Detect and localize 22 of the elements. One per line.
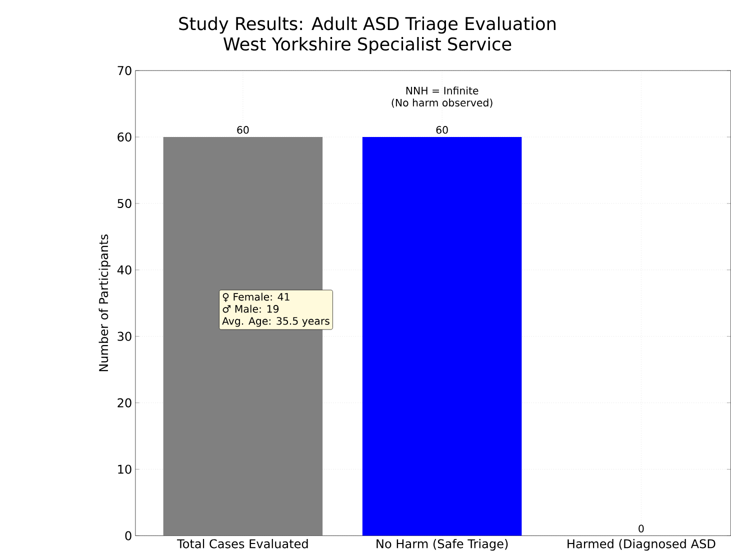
y-tick-label: 50 xyxy=(118,199,132,208)
x-tick-label: Harmed (Diagnosed ASD xyxy=(568,539,716,551)
annotation: (No harm observed) xyxy=(392,98,492,108)
x-tick-label: Total Cases Evaluated xyxy=(176,539,308,548)
data-label: 60 xyxy=(436,126,448,134)
y-tick-label: 40 xyxy=(117,265,132,275)
y-tick-label: 60 xyxy=(118,132,132,142)
y-axis-title: Number of Participants xyxy=(98,234,110,372)
annotation: ♂ Male: 19 xyxy=(222,304,279,313)
data-label: 0 xyxy=(638,524,644,533)
annotation: NNH = Infinite xyxy=(406,86,478,95)
chart-title: Study Results: Adult ASD Triage Evaluation xyxy=(179,16,556,34)
chart-subtitle: West Yorkshire Specialist Service xyxy=(223,37,512,54)
y-tick-label: 30 xyxy=(118,332,132,342)
y-tick-label: 70 xyxy=(118,66,132,76)
y-tick-label: 0 xyxy=(125,531,132,540)
data-label: 60 xyxy=(237,126,249,134)
annotation: ♀ Female: 41 xyxy=(222,292,290,302)
annotation: Avg. Age: 35.5 years xyxy=(222,317,330,327)
y-tick-label: 20 xyxy=(118,398,132,408)
x-tick-label: No Harm (Safe Triage) xyxy=(376,539,508,551)
y-tick-label: 10 xyxy=(118,464,132,474)
